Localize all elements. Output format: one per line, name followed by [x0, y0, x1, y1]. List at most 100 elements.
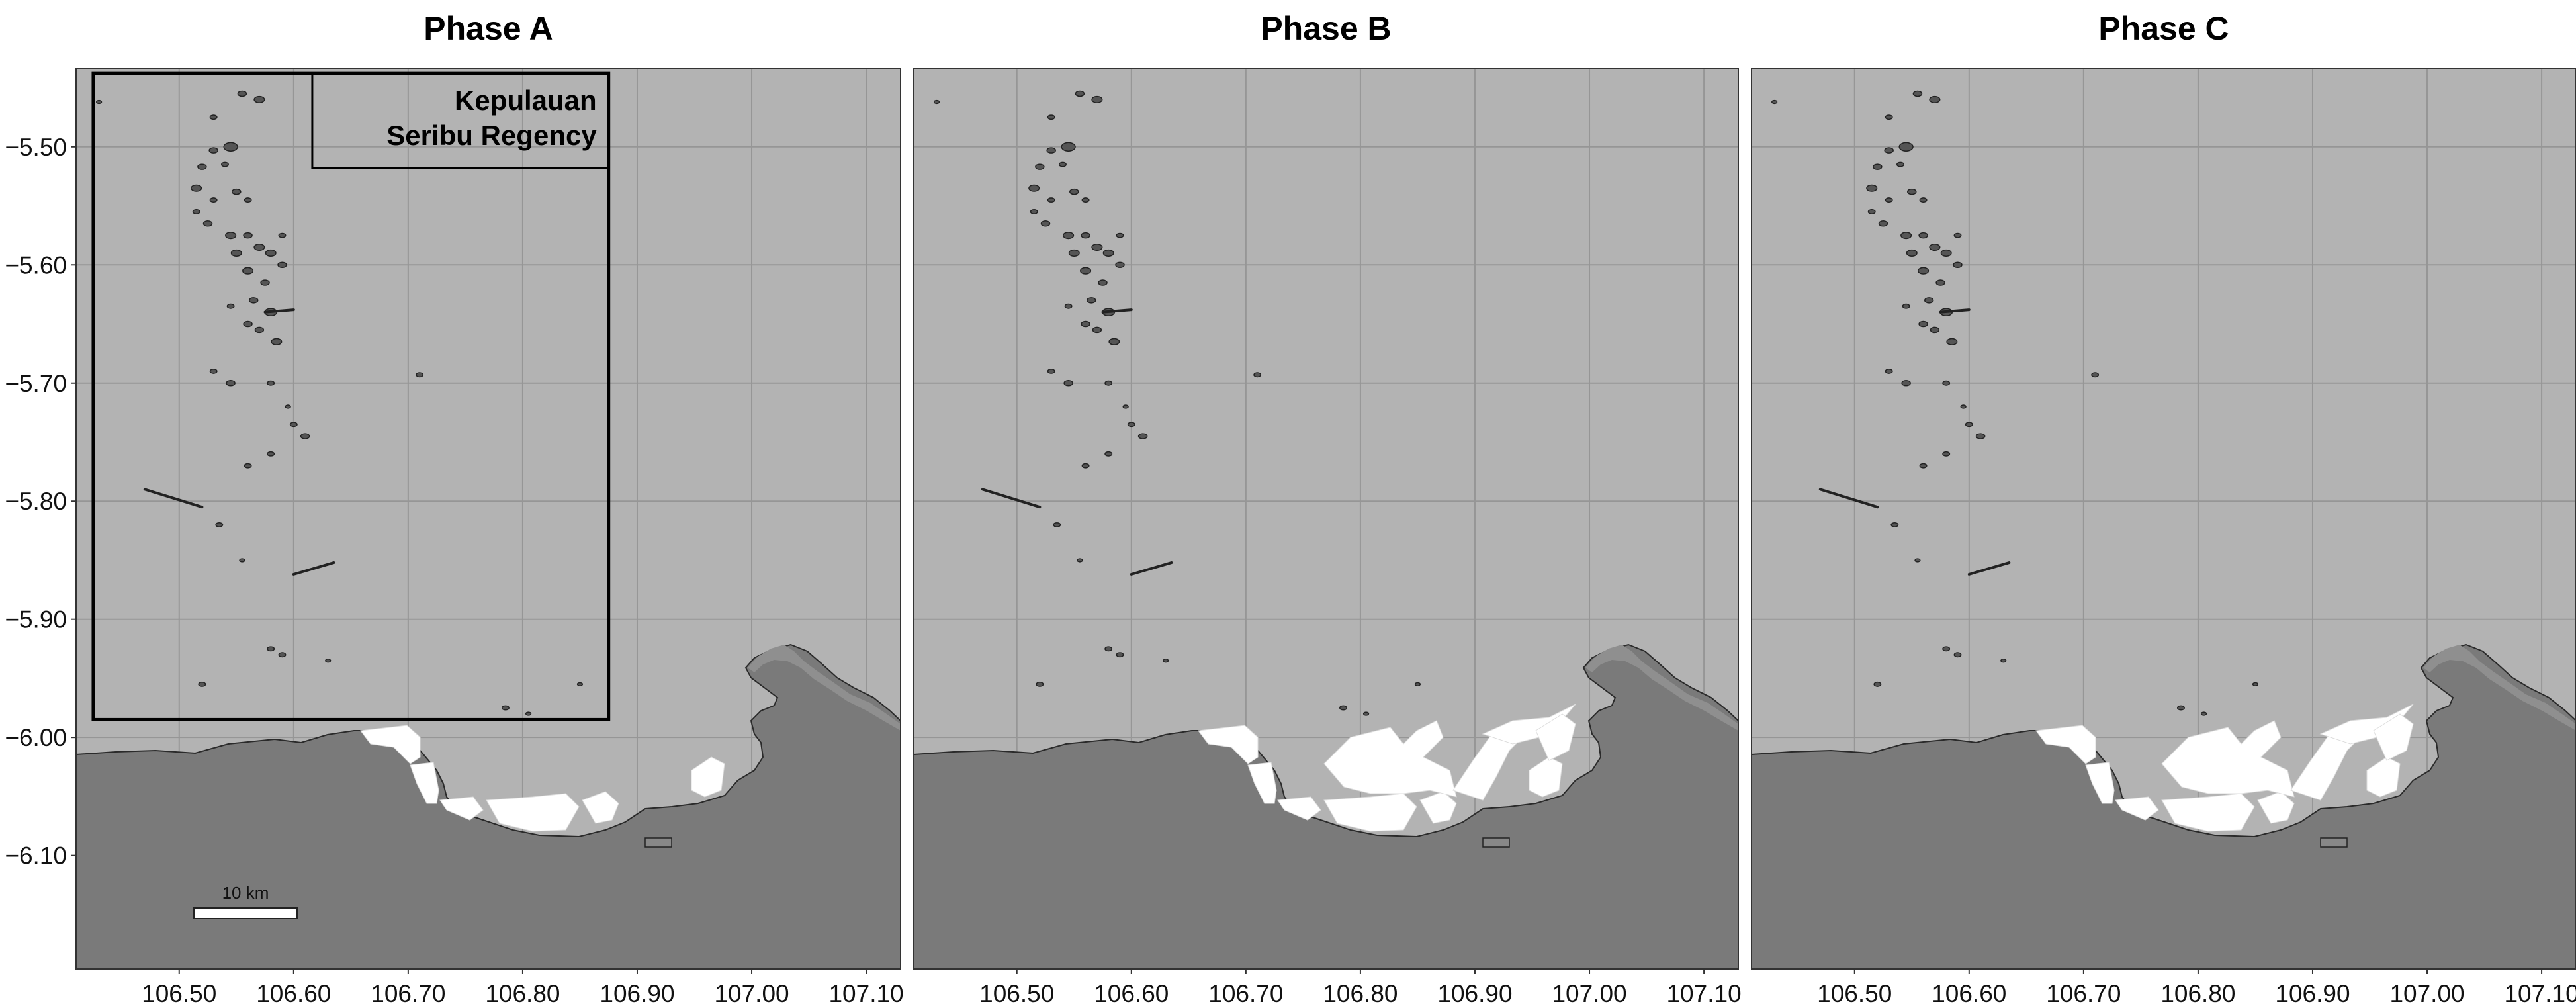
port-marker [1482, 837, 1510, 848]
reclamation-island [1198, 725, 1259, 764]
island [1137, 433, 1148, 439]
island [237, 90, 247, 97]
island [1771, 99, 1778, 105]
island [197, 163, 207, 170]
island [243, 320, 253, 328]
inset-label-line1: Kepulauan [455, 85, 597, 116]
reclamation-island [1323, 793, 1417, 832]
island [1053, 522, 1061, 527]
island [1929, 243, 1941, 251]
island [1116, 232, 1124, 238]
scale-bar [193, 907, 298, 919]
island [1878, 220, 1888, 227]
island [1092, 326, 1102, 334]
lat-tick-label: −6.10 [5, 843, 67, 870]
island [1036, 681, 1044, 687]
island [1935, 279, 1945, 286]
island [242, 267, 254, 275]
kepulauan-seribu-islands [95, 90, 584, 716]
island [1081, 197, 1090, 203]
map-panel-phase-c: Phase C 106.50 106.60 106.70 106.80 106.90 10… [1751, 10, 2576, 1004]
island [1960, 404, 1967, 409]
island [253, 243, 265, 251]
island [1967, 561, 2011, 576]
island [1081, 232, 1090, 239]
island [1885, 368, 1893, 374]
island [1163, 659, 1169, 663]
island [209, 368, 218, 374]
island [265, 249, 277, 257]
reclamation-islands [2035, 704, 2414, 848]
lat-tick-label: −5.60 [5, 251, 67, 279]
reclamation-island [1482, 704, 1576, 745]
longitude-axis: 106.50 106.60 106.70 106.80 106.90 107.00 107.… [142, 969, 904, 1004]
reclamation-island [2319, 704, 2414, 745]
island [223, 142, 238, 152]
island [1086, 297, 1096, 304]
reclamation-island [410, 762, 439, 804]
lon-tick-label: 106.90 [600, 980, 674, 1004]
island [254, 326, 265, 334]
island [1918, 267, 1930, 275]
island [1902, 303, 1910, 309]
panel-title: Phase C [2098, 10, 2229, 47]
reclamation-islands [360, 725, 725, 848]
island [277, 261, 287, 269]
island [289, 422, 298, 428]
island [226, 303, 235, 309]
island [1040, 220, 1051, 227]
island [278, 652, 287, 658]
island [1075, 90, 1085, 97]
island [191, 184, 202, 192]
lon-tick-label: 106.90 [1437, 980, 1512, 1004]
island [1362, 711, 1370, 716]
reclamation-island [2115, 796, 2159, 821]
lat-tick-label: −5.50 [5, 134, 67, 161]
island [1965, 422, 1973, 428]
island [1091, 243, 1103, 251]
island [1059, 161, 1067, 167]
reclamation-island [691, 756, 725, 798]
island [1873, 681, 1882, 687]
island [1046, 147, 1056, 154]
island [263, 308, 295, 314]
island [1047, 368, 1055, 374]
lon-tick-label: 106.70 [1208, 980, 1283, 1004]
map-panel-phase-a: Phase A 106.50 106.60 106.70 106.80 106.90 10… [5, 10, 903, 1004]
island [1930, 326, 1940, 334]
island [202, 220, 213, 227]
lat-tick-label: −5.80 [5, 488, 67, 515]
panel-title: Phase A [423, 10, 553, 47]
island [285, 404, 291, 409]
kepulauan-seribu-islands [1771, 90, 2259, 716]
lon-tick-label: 106.70 [2046, 980, 2121, 1004]
island [267, 380, 275, 386]
lon-tick-label: 107.10 [2504, 980, 2576, 1004]
lon-tick-label: 107.10 [1666, 980, 1741, 1004]
reclamation-island [2257, 791, 2295, 824]
island [248, 297, 259, 304]
island [1942, 646, 1951, 652]
island [1896, 161, 1904, 167]
island [1081, 320, 1090, 328]
island [226, 380, 236, 387]
island [209, 114, 218, 120]
island [1907, 188, 1917, 195]
map-frame [913, 68, 1739, 970]
lon-tick-label: 106.70 [371, 980, 445, 1004]
island [230, 249, 242, 257]
lon-tick-label: 106.50 [142, 980, 216, 1004]
reclamation-island [1535, 713, 1576, 761]
island [1818, 488, 1879, 509]
longitude-axis: 106.50 106.60 106.70 106.80 106.90 107.00 107.… [979, 969, 1742, 1004]
island [1108, 338, 1120, 345]
map-frame [1751, 68, 2576, 970]
lon-tick-label: 106.60 [256, 980, 331, 1004]
lon-tick-label: 106.80 [485, 980, 560, 1004]
island [1068, 249, 1080, 257]
island [1047, 114, 1055, 120]
lat-tick-label: −6.00 [5, 724, 67, 751]
reclamation-island [2161, 720, 2295, 798]
island [232, 188, 242, 195]
island [1901, 380, 1911, 387]
